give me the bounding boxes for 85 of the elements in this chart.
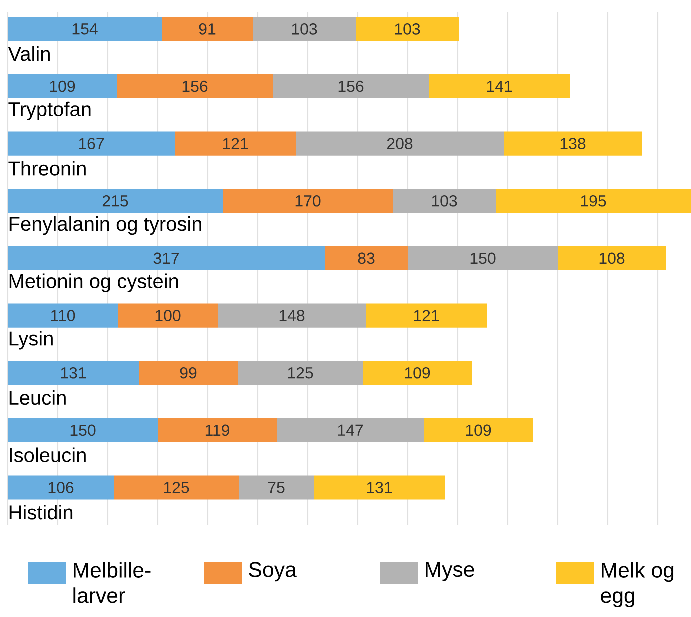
bar (277, 418, 424, 442)
data-label: 156 (182, 80, 208, 92)
data-label: 150 (70, 424, 96, 436)
bar (314, 476, 446, 500)
bar (496, 189, 691, 214)
data-label: 121 (414, 310, 440, 322)
bar (139, 361, 238, 386)
data-label: 109 (50, 80, 76, 92)
bar (158, 418, 278, 442)
bar (223, 189, 394, 214)
data-label: 110 (51, 310, 76, 322)
data-label: 141 (487, 81, 512, 92)
y-tick-label: Lysin (10, 331, 53, 350)
bar (8, 304, 118, 328)
y-tick-label: Leucin (10, 390, 66, 406)
data-label: 195 (581, 195, 606, 207)
bar (273, 74, 430, 99)
bar (239, 476, 314, 500)
data-label: 109 (405, 367, 430, 379)
data-label: 147 (338, 424, 364, 436)
bar (8, 246, 326, 271)
bar (114, 476, 240, 500)
bar (504, 132, 642, 156)
data-label: 131 (61, 367, 86, 379)
bar (8, 17, 162, 42)
data-label: 215 (102, 195, 128, 207)
data-label: 109 (466, 424, 492, 436)
data-label: 154 (72, 24, 98, 35)
bar (356, 17, 460, 42)
data-label: 148 (280, 310, 305, 322)
data-label: 103 (292, 24, 318, 35)
data-label: 106 (48, 482, 74, 494)
y-tick-label: Threonin (8, 161, 86, 176)
data-label: 156 (338, 80, 364, 92)
y-tick-label: Isoleucin (10, 448, 86, 462)
y-tick-label: Valin (8, 46, 50, 62)
data-label: 83 (358, 252, 375, 264)
y-tick-label: Tryptofan (8, 102, 91, 120)
y-tick-label: Metionin og cystein (10, 274, 178, 292)
bar (8, 361, 140, 386)
legend-label: Melk og egg (601, 562, 674, 608)
bar (429, 74, 570, 99)
data-label: 208 (387, 138, 413, 150)
bar (363, 361, 472, 386)
bar (118, 304, 218, 328)
data-label: 167 (79, 138, 104, 150)
data-label: 150 (470, 252, 496, 264)
data-label: 138 (560, 138, 586, 150)
data-label: 170 (296, 195, 321, 207)
bar (366, 304, 488, 328)
bar (393, 189, 496, 214)
bar (424, 418, 534, 442)
data-label: 317 (154, 252, 180, 264)
bar (175, 132, 296, 156)
data-label: 121 (223, 138, 248, 150)
bar (8, 132, 176, 156)
bar (238, 361, 364, 386)
data-label: 99 (180, 367, 197, 379)
legend-label: Myse (426, 562, 474, 582)
data-label: 125 (164, 482, 190, 494)
bar (162, 17, 254, 42)
bar (218, 304, 366, 328)
data-label: 125 (288, 367, 314, 379)
bar (325, 246, 408, 271)
data-label: 119 (206, 424, 230, 436)
legend-label: Melbille-larver (74, 562, 151, 604)
data-label: 75 (268, 482, 285, 494)
y-tick-label: Histidin (10, 505, 73, 520)
bar (558, 246, 666, 271)
data-label: 100 (156, 310, 181, 322)
y-tick-label: Fenylalanin og tyrosin (10, 216, 202, 236)
data-label: 108 (600, 252, 625, 264)
legend-label: Soya (249, 562, 297, 582)
bar (296, 132, 504, 156)
bar (253, 17, 356, 42)
bar (8, 476, 114, 500)
bar (8, 418, 158, 442)
data-label: 91 (199, 24, 216, 35)
bar (117, 74, 274, 99)
bar (8, 189, 224, 214)
data-label: 103 (432, 195, 458, 207)
data-label: 103 (395, 24, 420, 35)
data-label: 131 (367, 482, 392, 494)
bar (408, 246, 558, 271)
bar (8, 74, 117, 99)
